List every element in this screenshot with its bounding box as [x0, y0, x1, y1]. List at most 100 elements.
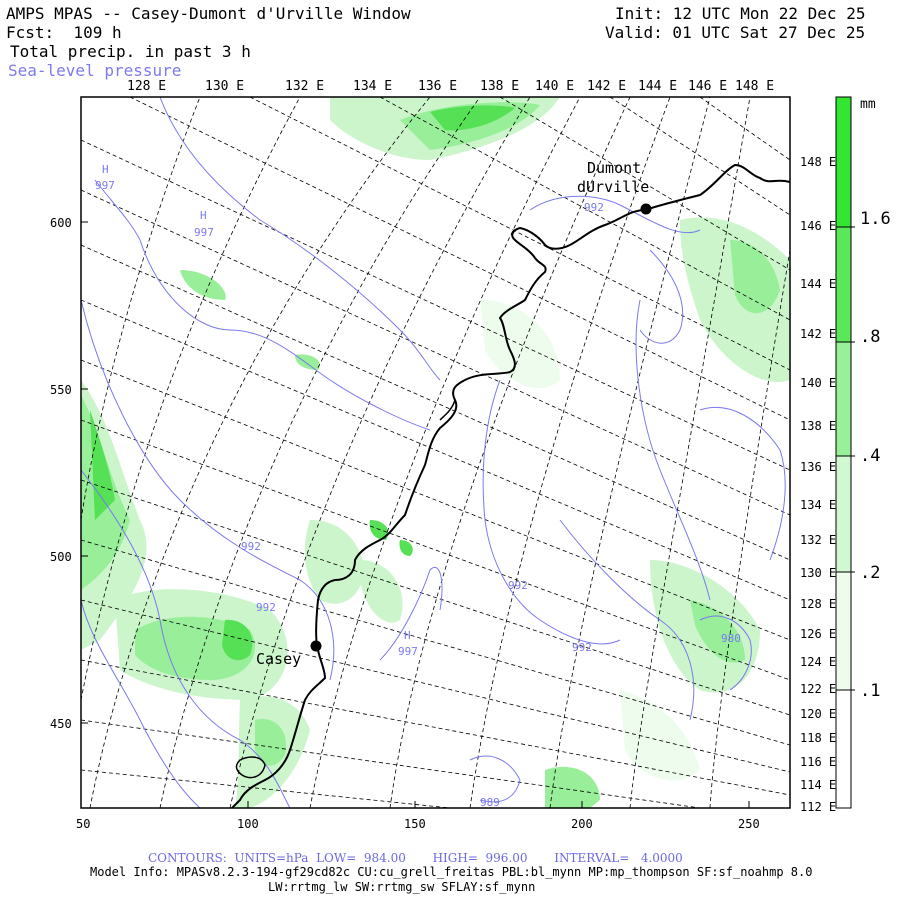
colorbar-segment	[836, 97, 851, 227]
isobar	[699, 615, 752, 691]
precip-area	[430, 105, 515, 131]
isobar	[81, 469, 291, 808]
isobar	[94, 179, 431, 431]
precip-area	[399, 540, 413, 556]
lon-label: 134 E	[800, 498, 836, 512]
grid-line	[699, 97, 790, 161]
map-frame	[80, 96, 791, 809]
station-dot-dumont	[640, 203, 652, 215]
colorbar-segment	[836, 227, 851, 342]
grid-line	[389, 97, 631, 808]
pressure-label: 992	[241, 540, 261, 553]
precip-shading	[81, 97, 790, 808]
grid-line	[81, 189, 790, 516]
lon-label: 140 E	[800, 376, 836, 390]
forecast-hour: Fcst: 109 h	[6, 23, 122, 42]
grid-line	[81, 599, 790, 773]
x-tick-label: 150	[404, 817, 426, 831]
precip-area	[545, 766, 600, 808]
lon-label: 132 E	[800, 533, 836, 547]
grid-line	[159, 97, 481, 808]
model-info-line2: LW:rrtmg_lw SW:rrtmg_sw SFLAY:sf_mynn	[268, 880, 536, 894]
isobar	[379, 567, 443, 661]
colorbar-segment	[836, 690, 851, 808]
precip-area	[690, 600, 745, 663]
lon-label: 124 E	[800, 655, 836, 669]
lon-label: 118 E	[800, 731, 836, 745]
pressure-label: 997	[398, 645, 418, 658]
colorbar-label: 1.6	[860, 209, 891, 229]
colorbar-label: .2	[860, 563, 880, 583]
map-title: AMPS MPAS -- Casey-Dumont d'Urville Wind…	[6, 4, 411, 23]
y-tick-label: 600	[50, 216, 72, 230]
isobar	[482, 379, 621, 645]
lon-label: 114 E	[800, 778, 836, 792]
precip-area	[295, 354, 320, 370]
station-name-durville: dUrville	[577, 178, 649, 196]
colorbar-label: .8	[860, 327, 880, 347]
grid-line	[81, 479, 790, 716]
precip-area	[255, 719, 286, 766]
isobar	[81, 299, 335, 681]
station-name-dumont: Dumont	[587, 159, 641, 177]
lon-label: 112 E	[800, 800, 836, 814]
pressure-label: 997	[194, 226, 214, 239]
colorbar-frame	[835, 96, 852, 809]
lon-label: 120 E	[800, 707, 836, 721]
pressure-label: 997	[95, 179, 115, 192]
lon-label: 138 E	[480, 79, 519, 94]
grid-line	[709, 249, 790, 808]
isobar	[639, 249, 684, 344]
colorbar-label: .1	[860, 681, 880, 701]
y-tick-label: 550	[50, 383, 72, 397]
lon-label: 148 E	[800, 155, 836, 169]
precip-area	[730, 240, 780, 314]
precip-area	[360, 560, 403, 623]
pressure-label: 980	[721, 632, 741, 645]
lon-label: 132 E	[285, 79, 324, 94]
grid-line	[129, 97, 790, 421]
colorbar-unit: mm	[860, 97, 876, 112]
pressure-contours	[81, 97, 786, 808]
isobar	[529, 195, 701, 234]
grid-line	[81, 97, 301, 701]
precip-area	[369, 520, 389, 540]
lon-label: 136 E	[418, 79, 457, 94]
field-precip-title: Total precip. in past 3 h	[10, 42, 251, 61]
pressure-label-group: H 997 H 997 992 992 992 992 992 980 H 99…	[95, 163, 741, 808]
grid-line	[469, 97, 671, 808]
lon-label: 144 E	[638, 79, 677, 94]
pressure-label: 992	[508, 579, 528, 592]
lon-label: 126 E	[800, 627, 836, 641]
grid-line	[379, 97, 790, 321]
x-tick-label: 100	[237, 817, 259, 831]
isobar	[81, 599, 201, 808]
right-longitude-labels: 148 E 146 E 144 E 142 E 140 E 138 E 136 …	[800, 155, 836, 814]
lon-label: 136 E	[800, 460, 836, 474]
colorbar: mm 1.6 .8 .4 .2 .1	[835, 96, 891, 809]
grid-line	[499, 97, 790, 271]
lon-label: 128 E	[800, 597, 836, 611]
colorbar-segment	[836, 456, 851, 572]
lon-label: 148 E	[735, 79, 774, 94]
precip-area	[620, 690, 700, 781]
x-tick-label: 200	[571, 817, 593, 831]
x-tick-label: 50	[76, 817, 90, 831]
contour-info: CONTOURS: UNITS=hPa LOW= 984.00 HIGH= 99…	[148, 851, 683, 865]
lon-label: 128 E	[127, 79, 166, 94]
precip-area	[222, 619, 253, 661]
grid-line	[629, 97, 751, 808]
isobar	[469, 755, 521, 803]
grid-line	[81, 719, 701, 808]
grid-line	[81, 139, 790, 471]
lon-label: 146 E	[688, 79, 727, 94]
coast-island	[235, 756, 266, 779]
grid-line	[81, 299, 790, 601]
lon-label: 140 E	[535, 79, 574, 94]
init-time: Init: 12 UTC Mon 22 Dec 25	[615, 4, 866, 23]
y-axis-labels: 600 550 500 450	[50, 216, 72, 731]
y-tick-label: 500	[50, 550, 72, 564]
graticule	[81, 97, 790, 808]
grid-line	[249, 97, 790, 371]
